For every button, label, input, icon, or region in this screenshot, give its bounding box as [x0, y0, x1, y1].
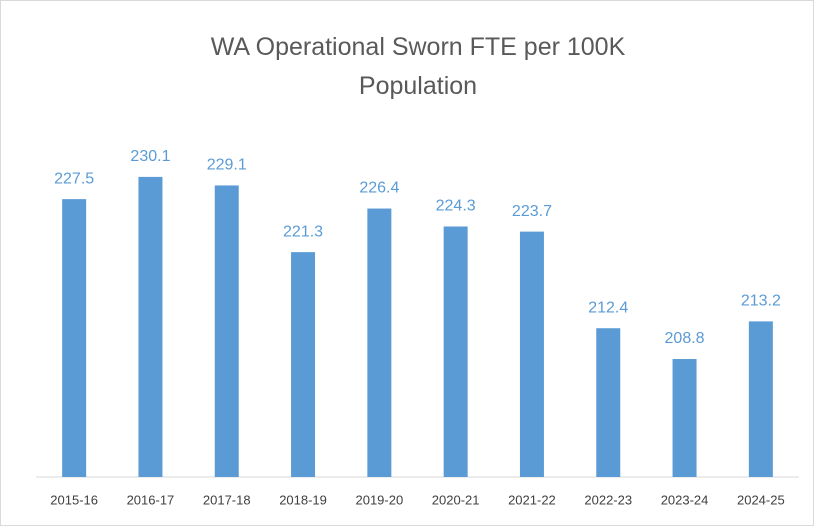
bar [138, 176, 163, 477]
x-tick-label: 2016-17 [127, 492, 175, 507]
data-label: 227.5 [54, 170, 94, 187]
data-label: 224.3 [436, 198, 476, 215]
data-label: 230.1 [130, 148, 170, 165]
bar [214, 185, 239, 477]
data-label: 213.2 [741, 293, 781, 310]
data-label: 223.7 [512, 203, 552, 220]
bar [672, 359, 697, 477]
x-tick-label: 2015-16 [50, 492, 98, 507]
x-tick-label: 2020-21 [432, 492, 480, 507]
bar [748, 321, 773, 477]
data-label: 226.4 [359, 180, 399, 197]
x-tick-label: 2023-24 [661, 492, 709, 507]
data-label: 229.1 [207, 157, 247, 174]
x-tick-label: 2019-20 [355, 492, 403, 507]
bar [62, 199, 87, 477]
bar [596, 328, 621, 477]
chart-title: WA Operational Sworn FTE per 100K Popula… [210, 33, 626, 100]
bar [367, 208, 392, 477]
x-tick-label: 2018-19 [279, 492, 327, 507]
x-tick-label: 2017-18 [203, 492, 251, 507]
bar [291, 252, 316, 477]
bar [519, 231, 544, 477]
x-tick-label: 2022-23 [584, 492, 632, 507]
data-label: 212.4 [588, 299, 628, 316]
x-tick-label: 2021-22 [508, 492, 556, 507]
data-label: 221.3 [283, 223, 323, 240]
data-label: 208.8 [665, 330, 705, 347]
bar [443, 226, 468, 477]
x-tick-label: 2024-25 [737, 492, 785, 507]
